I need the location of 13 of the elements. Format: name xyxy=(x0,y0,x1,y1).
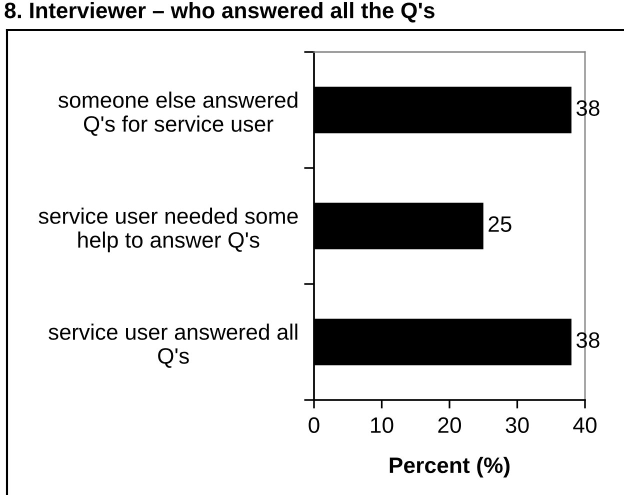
x-tick-label: 0 xyxy=(308,417,320,433)
x-axis-title: Percent (%) xyxy=(390,456,510,478)
x-tick-label: 40 xyxy=(573,417,596,433)
x-tick-label: 20 xyxy=(438,417,461,433)
x-tick-label: 10 xyxy=(371,417,394,433)
y-tick-label: someone else answered Q's for service user xyxy=(58,92,298,136)
y-tick-label: service user answered all Q's xyxy=(48,324,298,368)
chart-title: 8. Interviewer – who answered all the Q's xyxy=(4,2,434,22)
y-tick-label: service user needed some help to answer Q's xyxy=(38,208,298,252)
x-tick-label: 30 xyxy=(506,417,529,433)
data-label: 38 xyxy=(576,100,600,116)
data-label: 25 xyxy=(488,216,512,232)
data-label: 38 xyxy=(576,332,600,348)
